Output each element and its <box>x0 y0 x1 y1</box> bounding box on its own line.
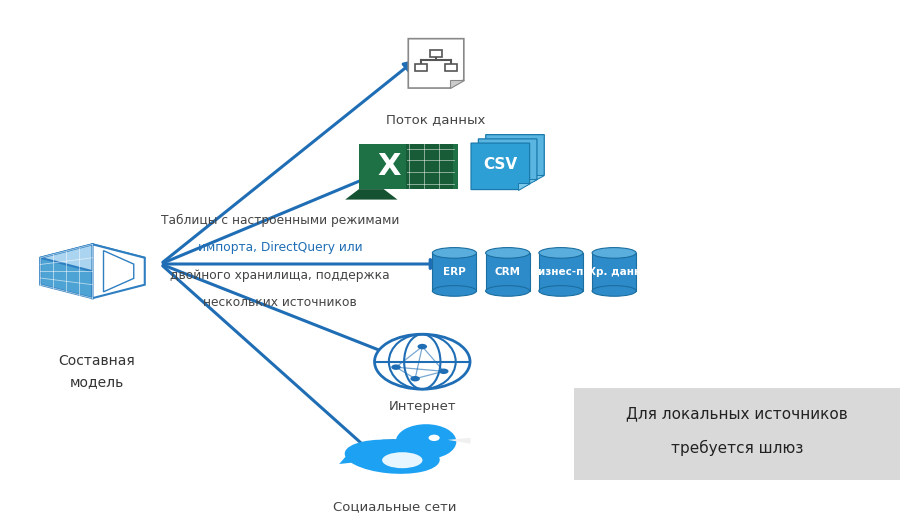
Text: CRM: CRM <box>495 267 521 277</box>
Text: Таблицы с настроенными режимами: Таблицы с настроенными режимами <box>161 214 399 227</box>
Ellipse shape <box>432 286 476 296</box>
Text: Социальные сети: Социальные сети <box>333 500 456 513</box>
Ellipse shape <box>350 439 414 460</box>
Text: ERP: ERP <box>443 267 465 277</box>
FancyBboxPatch shape <box>430 50 442 56</box>
Polygon shape <box>450 80 464 88</box>
FancyBboxPatch shape <box>415 64 427 71</box>
Polygon shape <box>448 438 470 444</box>
Ellipse shape <box>592 248 636 258</box>
Ellipse shape <box>432 248 476 258</box>
Polygon shape <box>519 183 530 190</box>
FancyBboxPatch shape <box>406 144 453 189</box>
Polygon shape <box>533 175 544 181</box>
FancyBboxPatch shape <box>432 253 476 291</box>
Polygon shape <box>40 244 145 271</box>
FancyBboxPatch shape <box>592 253 636 291</box>
Text: нескольких источников: нескольких источников <box>203 296 357 309</box>
FancyBboxPatch shape <box>574 388 900 480</box>
Ellipse shape <box>382 452 422 468</box>
Polygon shape <box>93 244 145 298</box>
Polygon shape <box>526 179 537 185</box>
Ellipse shape <box>345 440 440 474</box>
Circle shape <box>375 334 470 389</box>
Circle shape <box>429 435 440 441</box>
Text: Интернет: Интернет <box>388 400 456 413</box>
FancyBboxPatch shape <box>539 253 583 291</box>
Text: Бизнес-пр: Бизнес-пр <box>531 267 591 277</box>
Polygon shape <box>340 447 367 464</box>
FancyBboxPatch shape <box>445 64 457 71</box>
Circle shape <box>439 369 449 374</box>
Polygon shape <box>471 143 530 190</box>
Text: двойного хранилища, поддержка: двойного хранилища, поддержка <box>170 269 390 281</box>
Text: CSV: CSV <box>483 157 518 172</box>
Ellipse shape <box>539 248 583 258</box>
Text: требуется шлюз: требуется шлюз <box>670 439 803 456</box>
Polygon shape <box>409 39 464 88</box>
FancyBboxPatch shape <box>359 144 458 189</box>
Polygon shape <box>40 244 93 298</box>
Text: импорта, DirectQuery или: импорта, DirectQuery или <box>197 241 363 254</box>
FancyBboxPatch shape <box>486 253 530 291</box>
Text: X: X <box>377 152 401 181</box>
Circle shape <box>396 424 456 459</box>
Text: Составная: Составная <box>58 354 135 368</box>
Ellipse shape <box>486 248 530 258</box>
Circle shape <box>391 364 401 370</box>
Polygon shape <box>104 251 134 292</box>
Polygon shape <box>345 189 397 200</box>
Polygon shape <box>486 135 544 181</box>
Ellipse shape <box>539 286 583 296</box>
Text: Для локальных источников: Для локальных источников <box>626 407 847 422</box>
Polygon shape <box>478 139 537 185</box>
Circle shape <box>418 344 427 350</box>
Ellipse shape <box>592 286 636 296</box>
Text: Хр. данн: Хр. данн <box>588 267 641 277</box>
Text: модель: модель <box>69 375 124 389</box>
Text: Поток данных: Поток данных <box>386 114 486 127</box>
Circle shape <box>410 376 420 381</box>
Ellipse shape <box>486 286 530 296</box>
